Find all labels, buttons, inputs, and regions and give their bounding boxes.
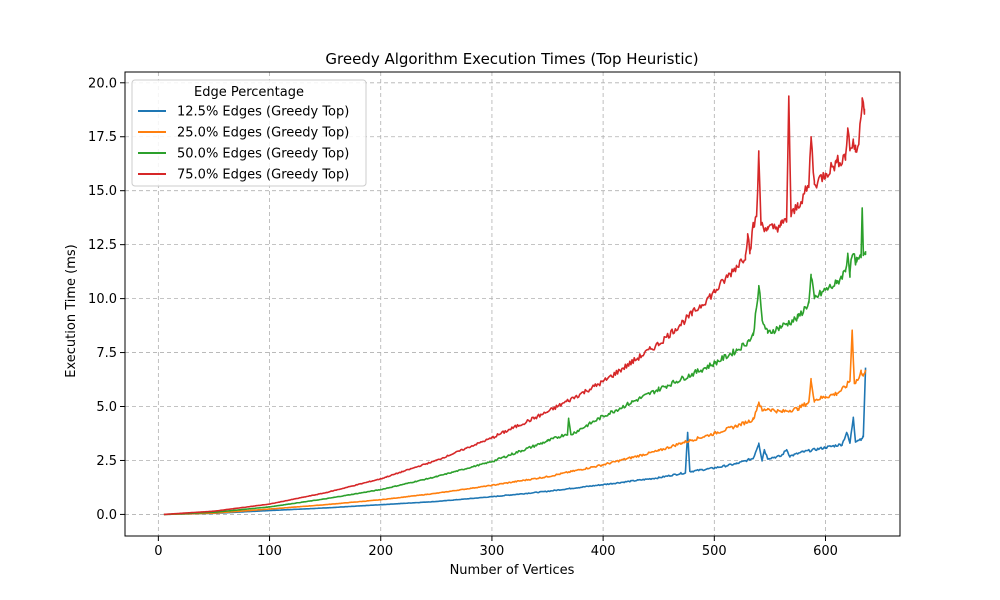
x-axis-label: Number of Vertices <box>450 563 575 578</box>
chart-title: Greedy Algorithm Execution Times (Top He… <box>325 50 698 68</box>
legend-entry-0: 12.5% Edges (Greedy Top) <box>177 105 349 120</box>
y-tick-label: 0.0 <box>96 508 117 523</box>
y-tick-label: 2.5 <box>96 454 117 469</box>
x-tick-label: 400 <box>591 544 616 559</box>
legend-title: Edge Percentage <box>194 85 304 100</box>
y-tick-label: 15.0 <box>88 184 117 199</box>
x-tick-label: 0 <box>154 544 162 559</box>
grid <box>125 72 900 536</box>
series-line-2 <box>163 207 867 516</box>
series-lines <box>163 95 867 516</box>
x-axis: 0 100 200 300 400 500 600 <box>154 536 838 559</box>
x-tick-label: 600 <box>813 544 838 559</box>
x-tick-label: 100 <box>257 544 282 559</box>
y-tick-label: 20.0 <box>88 76 117 91</box>
x-tick-label: 500 <box>702 544 727 559</box>
y-tick-label: 12.5 <box>88 238 117 253</box>
series-line-1 <box>163 329 867 516</box>
x-tick-label: 300 <box>480 544 505 559</box>
legend: Edge Percentage 12.5% Edges (Greedy Top)… <box>131 79 367 187</box>
y-tick-label: 7.5 <box>96 346 117 361</box>
legend-entry-3: 75.0% Edges (Greedy Top) <box>177 168 349 183</box>
legend-entry-1: 25.0% Edges (Greedy Top) <box>177 126 349 141</box>
series-line-0 <box>163 367 867 516</box>
legend-entry-2: 50.0% Edges (Greedy Top) <box>177 147 349 162</box>
x-tick-label: 200 <box>368 544 393 559</box>
y-tick-label: 17.5 <box>88 130 117 145</box>
series-line-3 <box>163 95 866 516</box>
legend-box <box>131 79 367 187</box>
plot-frame <box>124 71 901 537</box>
y-axis: 0.0 2.5 5.0 7.5 10.0 12.5 15.0 17.5 20.0 <box>88 76 125 523</box>
y-axis-label: Execution Time (ms) <box>64 244 79 377</box>
y-tick-label: 10.0 <box>88 292 117 307</box>
y-tick-label: 5.0 <box>96 400 117 415</box>
